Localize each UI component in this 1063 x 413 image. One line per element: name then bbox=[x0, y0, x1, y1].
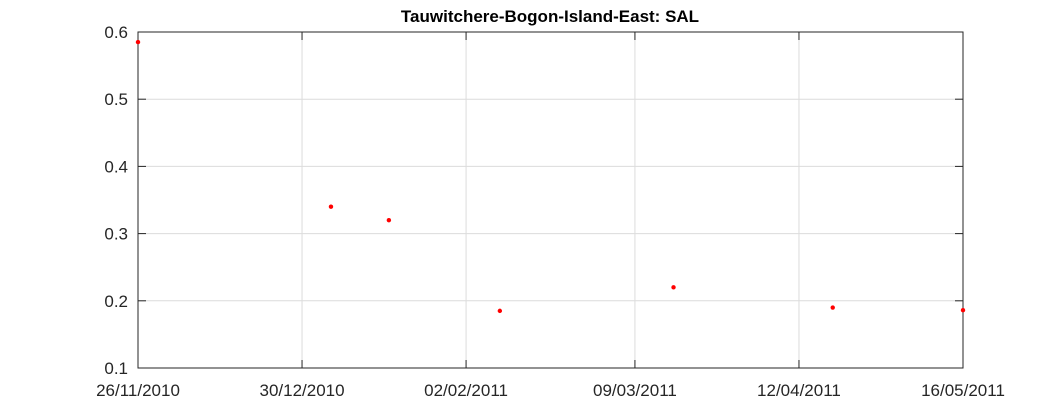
data-point bbox=[960, 308, 966, 313]
y-tick-label: 0.4 bbox=[104, 157, 128, 176]
x-tick-label: 09/03/2011 bbox=[593, 381, 677, 400]
x-tick-label: 26/11/2010 bbox=[96, 381, 180, 400]
y-tick-label: 0.2 bbox=[104, 292, 128, 311]
y-tick-label: 0.5 bbox=[104, 90, 128, 109]
data-point bbox=[671, 285, 676, 290]
data-point bbox=[386, 217, 392, 223]
x-tick-label: 02/02/2011 bbox=[424, 381, 508, 400]
data-points bbox=[135, 39, 966, 314]
axis-ticks bbox=[137, 31, 964, 369]
y-tick-label: 0.3 bbox=[104, 225, 128, 244]
x-tick-label: 12/04/2011 bbox=[757, 381, 841, 400]
y-tick-label: 0.6 bbox=[104, 23, 128, 42]
data-point bbox=[830, 305, 835, 310]
chart-title: Tauwitchere-Bogon-Island-East: SAL bbox=[401, 7, 699, 26]
plot-frame bbox=[137, 31, 964, 369]
data-point bbox=[328, 204, 334, 209]
y-tick-label: 0.1 bbox=[104, 359, 128, 378]
plot-background bbox=[138, 32, 963, 368]
tick-labels: 26/11/2010 30/12/2010 02/02/2011 09/03/2011… bbox=[96, 23, 1005, 400]
data-point bbox=[497, 308, 503, 314]
x-tick-label: 30/12/2010 bbox=[259, 381, 344, 400]
data-point bbox=[135, 39, 141, 45]
x-tick-label: 16/05/2011 bbox=[921, 381, 1005, 400]
